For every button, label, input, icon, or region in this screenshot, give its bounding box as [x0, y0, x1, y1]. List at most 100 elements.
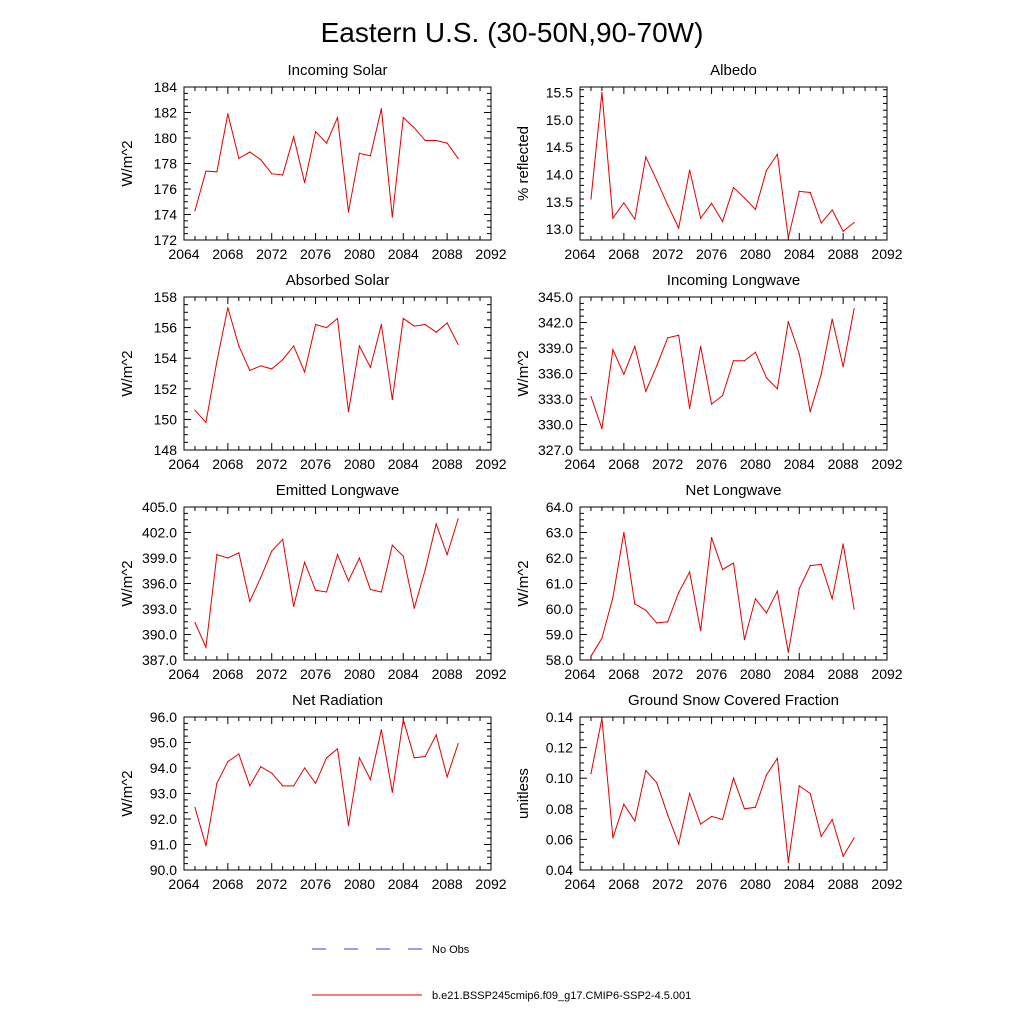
data-point — [402, 718, 404, 721]
x-tick-label: 2084 — [784, 876, 815, 892]
data-point — [391, 398, 393, 401]
data-point — [314, 589, 317, 591]
data-point — [700, 630, 702, 632]
data-point — [413, 127, 415, 129]
y-tick-label: 13.0 — [546, 221, 573, 237]
y-tick-label: 14.5 — [546, 139, 573, 155]
data-point — [667, 204, 669, 206]
data-point — [732, 562, 735, 564]
x-tick-label: 2064 — [564, 666, 595, 682]
data-point — [601, 717, 603, 720]
data-point — [634, 603, 636, 605]
data-point — [601, 428, 603, 430]
data-point — [249, 369, 251, 372]
data-point — [776, 757, 778, 759]
y-tick-label: 15.0 — [546, 112, 573, 128]
data-point — [249, 785, 251, 787]
data-point — [678, 843, 680, 845]
series-line — [194, 307, 459, 424]
data-point — [842, 855, 844, 857]
data-point — [645, 609, 647, 611]
data-point — [271, 550, 273, 552]
y-tick-label: 64.0 — [546, 499, 573, 515]
x-tick-label: 2076 — [300, 666, 331, 682]
x-tick-label: 2068 — [608, 246, 639, 262]
data-point — [787, 237, 789, 239]
y-tick-label: 58.0 — [546, 652, 573, 668]
x-tick-label: 2064 — [168, 456, 199, 472]
data-point — [216, 360, 218, 362]
data-point — [853, 837, 855, 839]
data-point — [634, 345, 636, 347]
data-point — [776, 590, 778, 592]
data-point — [238, 157, 240, 159]
data-point — [249, 600, 251, 602]
panel-title: Albedo — [710, 62, 757, 79]
data-point — [194, 622, 196, 624]
data-point — [754, 351, 757, 353]
panel-title: Incoming Solar — [287, 62, 387, 79]
plot-frame — [579, 716, 888, 871]
data-point — [590, 395, 592, 398]
y-tick-label: 399.0 — [142, 550, 177, 566]
data-point — [853, 608, 855, 610]
y-axis-label: W/m^2 — [119, 350, 136, 396]
data-point — [612, 596, 614, 599]
x-tick-label: 2080 — [740, 456, 771, 472]
x-tick-label: 2064 — [168, 246, 199, 262]
x-tick-label: 2072 — [256, 246, 287, 262]
data-point — [347, 824, 350, 826]
data-point — [227, 307, 229, 309]
data-point — [689, 169, 691, 171]
y-tick-label: 402.0 — [142, 525, 177, 541]
data-point — [282, 359, 284, 361]
data-point — [271, 772, 273, 774]
x-tick-label: 2068 — [608, 876, 639, 892]
x-tick-label: 2072 — [652, 246, 683, 262]
y-tick-label: 62.0 — [546, 550, 573, 566]
y-tick-label: 396.0 — [142, 576, 177, 592]
plot-frame — [579, 506, 888, 661]
y-axis-label: W/m^2 — [119, 770, 136, 816]
data-point — [249, 151, 251, 153]
x-tick-label: 2092 — [871, 456, 902, 472]
y-tick-label: 387.0 — [142, 652, 177, 668]
data-point — [612, 217, 614, 219]
x-tick-label: 2092 — [475, 456, 506, 472]
data-point — [435, 139, 437, 142]
x-tick-label: 2084 — [388, 246, 419, 262]
x-tick-label: 2064 — [564, 246, 595, 262]
data-point — [678, 591, 680, 594]
y-tick-label: 63.0 — [546, 525, 573, 541]
data-point — [612, 349, 614, 351]
y-tick-label: 393.0 — [142, 601, 177, 617]
data-point — [413, 757, 415, 759]
data-point — [634, 820, 636, 822]
data-point — [424, 755, 426, 758]
data-point — [732, 777, 735, 779]
data-point — [380, 729, 382, 731]
data-point — [457, 518, 459, 520]
data-point — [216, 171, 218, 173]
data-point — [721, 395, 724, 397]
x-tick-label: 2080 — [344, 246, 375, 262]
x-tick-label: 2092 — [871, 876, 902, 892]
x-tick-label: 2088 — [828, 876, 859, 892]
data-point — [842, 366, 844, 368]
data-point — [358, 757, 361, 759]
series-line — [194, 108, 459, 218]
x-tick-label: 2088 — [432, 666, 463, 682]
data-point — [380, 591, 382, 593]
plot-frame — [579, 296, 888, 451]
x-tick-label: 2064 — [564, 456, 595, 472]
y-tick-label: 184 — [154, 79, 178, 95]
data-point — [325, 327, 328, 329]
data-point — [238, 753, 240, 755]
x-tick-label: 2092 — [475, 876, 506, 892]
y-tick-label: 13.5 — [546, 194, 573, 210]
data-point — [205, 646, 207, 648]
data-point — [765, 377, 767, 379]
data-point — [754, 806, 757, 808]
data-point — [853, 221, 855, 224]
